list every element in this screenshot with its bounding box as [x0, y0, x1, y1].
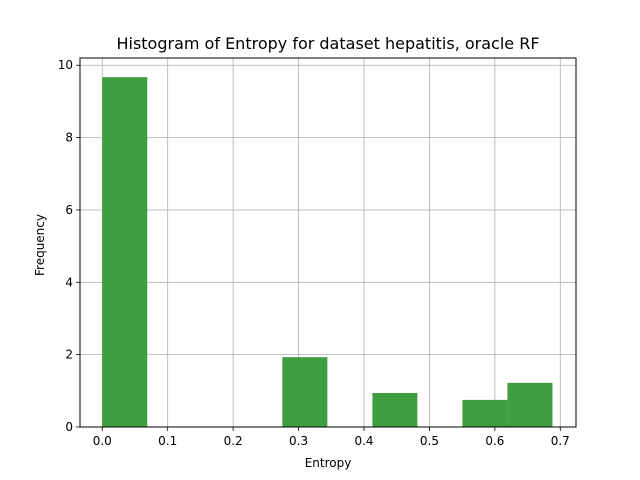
chart-title: Histogram of Entropy for dataset hepatit…: [116, 34, 539, 53]
histogram-bar: [102, 77, 148, 428]
y-tick-label: 8: [65, 131, 73, 145]
x-tick-label: 0.0: [93, 434, 112, 448]
x-tick-label: 0.3: [289, 434, 308, 448]
x-axis-ticks: 0.0 0.1 0.2 0.3 0.4 0.5 0.6 0.7: [93, 427, 570, 448]
x-tick-label: 0.1: [158, 434, 177, 448]
y-tick-label: 4: [65, 275, 73, 289]
histogram-bar: [507, 382, 553, 427]
y-tick-label: 0: [65, 420, 73, 434]
x-tick-label: 0.6: [485, 434, 504, 448]
y-tick-label: 2: [65, 348, 73, 362]
grid-lines: [80, 58, 576, 428]
x-tick-label: 0.4: [354, 434, 373, 448]
plot-frame: [79, 57, 577, 428]
y-tick-label: 6: [65, 203, 73, 217]
x-tick-label: 0.7: [551, 434, 570, 448]
y-axis-label: Frequency: [33, 214, 47, 276]
histogram-bar: [282, 357, 328, 427]
x-tick-label: 0.5: [420, 434, 439, 448]
x-axis-label: Entropy: [305, 456, 352, 470]
bars-group: [102, 77, 553, 428]
y-tick-label: 10: [58, 58, 73, 72]
histogram-bar: [372, 392, 418, 427]
histogram-bar: [462, 399, 508, 427]
y-axis-ticks: 0 2 4 6 8 10: [58, 58, 80, 434]
x-tick-label: 0.2: [224, 434, 243, 448]
